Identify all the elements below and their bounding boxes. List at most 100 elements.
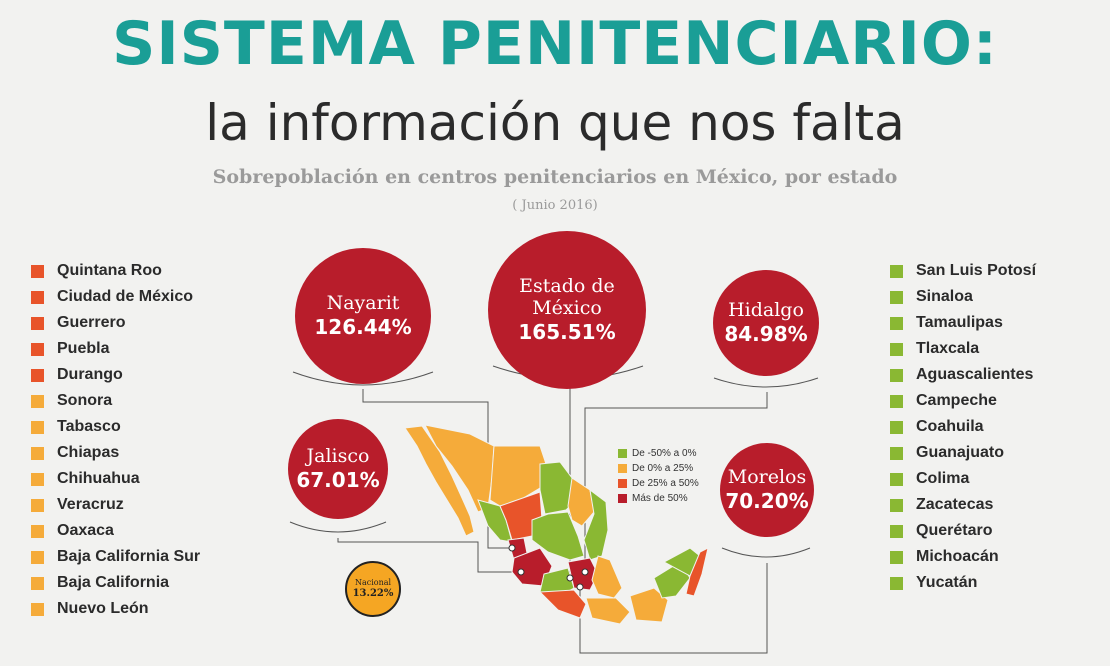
legend-swatch	[618, 479, 627, 488]
page-subtitle: la información que nos falta	[205, 94, 905, 152]
region-chihuahua	[489, 445, 549, 507]
state-color-swatch	[31, 550, 44, 564]
legend-item: De 25% a 50%	[618, 476, 699, 491]
date-label: ( Junio 2016)	[512, 198, 598, 213]
legend-item: Más de 50%	[618, 491, 699, 506]
state-name: Tlaxcala	[916, 340, 980, 357]
legend-label: De -50% a 0%	[632, 448, 697, 459]
state-item: Coahuila	[890, 414, 1036, 440]
hidalgo-value: 84.98%	[724, 322, 808, 346]
state-name: Puebla	[57, 340, 110, 357]
state-item: Michoacán	[890, 544, 1036, 570]
state-name: Quintana Roo	[57, 262, 162, 279]
hidalgo-circle: Hidalgo 84.98%	[713, 270, 819, 376]
jalisco-name: Jalisco	[306, 445, 370, 467]
state-color-swatch	[890, 368, 903, 382]
state-name: Baja California Sur	[57, 548, 201, 565]
region-tamaulipas	[583, 488, 609, 561]
morelos-value: 70.20%	[725, 489, 809, 513]
state-name: Chiapas	[57, 444, 120, 461]
legend-label: De 25% a 50%	[632, 478, 699, 489]
state-name: Sonora	[57, 392, 113, 409]
legend-swatch	[618, 449, 627, 458]
jalisco-circle: Jalisco 67.01%	[288, 419, 388, 519]
state-item: Quintana Roo	[31, 258, 200, 284]
state-name: Sinaloa	[916, 288, 973, 305]
state-name: Guanajuato	[916, 444, 1005, 461]
page-title: SISTEMA PENITENCIARIO:	[112, 9, 998, 79]
state-color-swatch	[31, 316, 44, 330]
state-color-swatch	[890, 394, 903, 408]
state-name: Campeche	[916, 392, 997, 409]
state-item: Campeche	[890, 388, 1036, 414]
state-name: Aguascalientes	[916, 366, 1034, 383]
chart-caption: Sobrepoblación en centros penitenciarios…	[212, 166, 898, 188]
connector-jalisco	[337, 538, 521, 573]
morelos-name: Morelos	[727, 466, 807, 488]
connector-nayarit	[362, 389, 512, 549]
state-item: Zacatecas	[890, 492, 1036, 518]
state-color-swatch	[890, 420, 903, 434]
state-name: Guerrero	[57, 314, 126, 331]
state-item: Oaxaca	[31, 518, 200, 544]
edomex-name-line2: México	[532, 297, 602, 319]
legend-label: De 0% a 25%	[632, 463, 694, 474]
state-color-swatch	[890, 498, 903, 512]
state-name: Michoacán	[916, 548, 999, 565]
region-chiapas	[629, 587, 669, 623]
state-item: Tlaxcala	[890, 336, 1036, 362]
state-item: Durango	[31, 362, 200, 388]
state-item: Veracruz	[31, 492, 200, 518]
state-name: Tamaulipas	[916, 314, 1003, 331]
state-item: Guanajuato	[890, 440, 1036, 466]
state-item: Puebla	[31, 336, 200, 362]
legend-swatch	[618, 494, 627, 503]
state-color-swatch	[31, 368, 44, 382]
jalisco-value: 67.01%	[296, 468, 380, 492]
state-color-swatch	[890, 342, 903, 356]
state-name: Tabasco	[57, 418, 121, 435]
left-state-list: Quintana Roo Ciudad de México Guerrero Pueb…	[31, 258, 200, 622]
state-color-swatch	[890, 550, 903, 564]
state-color-swatch	[31, 290, 44, 304]
state-color-swatch	[31, 420, 44, 434]
map-markers	[508, 544, 589, 591]
state-item: Baja California Sur	[31, 544, 200, 570]
state-name: Nuevo León	[57, 600, 149, 617]
state-color-swatch	[31, 602, 44, 616]
state-item: Ciudad de México	[31, 284, 200, 310]
state-name: Yucatán	[916, 574, 978, 591]
state-name: Querétaro	[916, 522, 993, 539]
state-item: Colima	[890, 466, 1036, 492]
map-regions	[404, 424, 709, 625]
state-name: Baja California	[57, 574, 170, 591]
legend-label: Más de 50%	[632, 493, 688, 504]
state-name: Zacatecas	[916, 496, 994, 513]
state-color-swatch	[31, 394, 44, 408]
state-item: Aguascalientes	[890, 362, 1036, 388]
state-color-swatch	[890, 472, 903, 486]
state-name: Coahuila	[916, 418, 984, 435]
state-item: Chihuahua	[31, 466, 200, 492]
hidalgo-name: Hidalgo	[728, 299, 804, 321]
state-name: Oaxaca	[57, 522, 114, 539]
nayarit-name: Nayarit	[326, 292, 400, 314]
region-veracruz	[591, 555, 623, 599]
state-item: Tabasco	[31, 414, 200, 440]
region-baja-california	[404, 425, 475, 537]
state-item: Sinaloa	[890, 284, 1036, 310]
state-name: Chihuahua	[57, 470, 140, 487]
state-item: Nuevo León	[31, 596, 200, 622]
national-value: 13.22%	[352, 588, 394, 599]
region-quintana-roo	[685, 547, 709, 597]
legend-swatch	[618, 464, 627, 473]
state-item: Yucatán	[890, 570, 1036, 596]
state-color-swatch	[890, 316, 903, 330]
state-color-swatch	[890, 524, 903, 538]
state-item: Sonora	[31, 388, 200, 414]
region-nuevo-leon	[567, 477, 595, 527]
state-item: Guerrero	[31, 310, 200, 336]
morelos-circle: Morelos 70.20%	[720, 443, 814, 537]
state-color-swatch	[890, 290, 903, 304]
